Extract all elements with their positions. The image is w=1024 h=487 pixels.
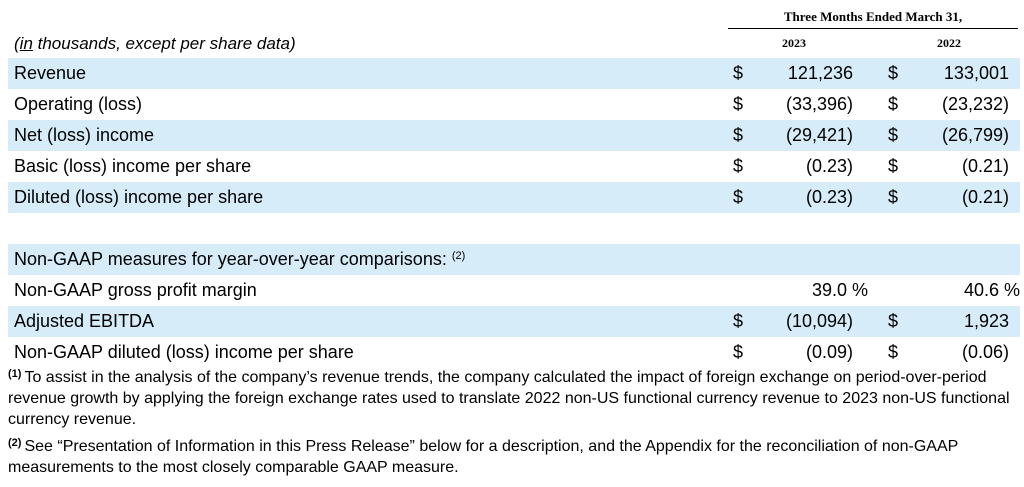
value-2022: (23,232) — [941, 94, 1009, 114]
row-label: Adjusted EBITDA — [14, 311, 155, 331]
row-label: Non-GAAP diluted (loss) income per share — [14, 342, 354, 362]
table-row: Basic (loss) income per share $ (0.23) $… — [8, 151, 1020, 182]
row-label: Basic (loss) income per share — [14, 156, 252, 176]
value-2022: (0.21) — [961, 187, 1009, 207]
row-label: Diluted (loss) income per share — [14, 187, 264, 207]
row-label: Revenue — [14, 63, 87, 83]
footnote-2: (2) See “Presentation of Information in t… — [8, 433, 1016, 478]
currency-2022: $ — [888, 342, 899, 362]
currency-2023: $ — [733, 311, 744, 331]
value-2023: (0.23) — [805, 187, 853, 207]
row-label: Net (loss) income — [14, 125, 155, 145]
year-header-2023: 2023 — [782, 36, 806, 50]
value-2023: (29,421) — [785, 125, 853, 145]
value-2022: 1,923 — [963, 311, 1009, 331]
nongaap-heading-row: Non-GAAP measures for year-over-year com… — [8, 244, 1020, 275]
currency-2023: $ — [733, 125, 744, 145]
caption-rest: thousands, except per share data) — [32, 34, 296, 53]
currency-2023: $ — [733, 63, 744, 83]
footnote-text: See “Presentation of Information in this… — [8, 438, 959, 476]
currency-2022: $ — [888, 63, 899, 83]
value-2022: (0.06) — [961, 342, 1009, 362]
currency-2022: $ — [888, 125, 899, 145]
footnote-marker: (1) — [8, 368, 22, 380]
table-caption: (in thousands, except per share data) — [14, 34, 296, 54]
value-2023: (33,396) — [785, 94, 853, 114]
currency-2023: $ — [733, 94, 744, 114]
currency-2023: $ — [733, 187, 744, 207]
table-row: Non-GAAP diluted (loss) income per share… — [8, 337, 1020, 368]
value-2022: (26,799) — [941, 125, 1009, 145]
value-2023: 39.0 % — [811, 280, 868, 300]
table-row: Adjusted EBITDA $ (10,094) $ 1,923 — [8, 306, 1020, 337]
row-label: Non-GAAP gross profit margin — [14, 280, 257, 300]
currency-2022: $ — [888, 156, 899, 176]
value-2023: 121,236 — [787, 63, 853, 83]
nongaap-heading-note: (2) — [451, 250, 466, 262]
nongaap-heading-text: Non-GAAP measures for year-over-year com… — [14, 249, 447, 269]
currency-2022: $ — [888, 187, 899, 207]
table-row: Non-GAAP gross profit margin 39.0 % 40.6… — [8, 275, 1020, 306]
year-header-2022: 2022 — [937, 36, 961, 50]
nongaap-heading: Non-GAAP measures for year-over-year com… — [14, 249, 465, 270]
table-row: Revenue $ 121,236 $ 133,001 — [8, 58, 1020, 89]
currency-2022: $ — [888, 94, 899, 114]
value-2023: (10,094) — [785, 311, 853, 331]
table-row: Diluted (loss) income per share $ (0.23)… — [8, 182, 1020, 213]
currency-2023: $ — [733, 342, 744, 362]
row-label: Operating (loss) — [14, 94, 143, 114]
value-2023: (0.23) — [805, 156, 853, 176]
table-row: Operating (loss) $ (33,396) $ (23,232) — [8, 89, 1020, 120]
footnote-text: To assist in the analysis of the company… — [8, 369, 1010, 428]
currency-2022: $ — [888, 311, 899, 331]
value-2022: 40.6 % — [963, 280, 1020, 300]
footnote-marker: (2) — [8, 437, 22, 449]
table-row: Net (loss) income $ (29,421) $ (26,799) — [8, 120, 1020, 151]
value-2023: (0.09) — [805, 342, 853, 362]
period-header: Three Months Ended March 31, — [728, 6, 1018, 29]
currency-2023: $ — [733, 156, 744, 176]
caption-prefix: in — [19, 34, 33, 53]
value-2022: 133,001 — [943, 63, 1009, 83]
caption-open: ( — [14, 34, 20, 53]
footnote-1: (1) To assist in the analysis of the comp… — [8, 364, 1016, 430]
value-2022: (0.21) — [961, 156, 1009, 176]
